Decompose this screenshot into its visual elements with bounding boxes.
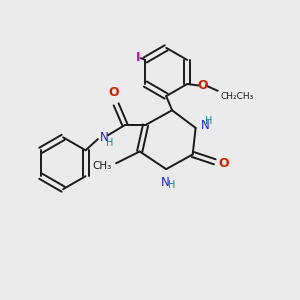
Text: I: I — [136, 51, 140, 64]
Text: H: H — [168, 180, 175, 190]
Text: O: O — [109, 86, 119, 99]
Text: CH₂CH₃: CH₂CH₃ — [220, 92, 253, 101]
Text: N: N — [100, 131, 109, 144]
Text: O: O — [218, 157, 229, 170]
Text: N: N — [201, 119, 209, 132]
Text: N: N — [161, 176, 170, 189]
Text: CH₃: CH₃ — [92, 160, 112, 171]
Text: O: O — [197, 79, 208, 92]
Text: H: H — [206, 116, 213, 126]
Text: H: H — [106, 138, 113, 148]
